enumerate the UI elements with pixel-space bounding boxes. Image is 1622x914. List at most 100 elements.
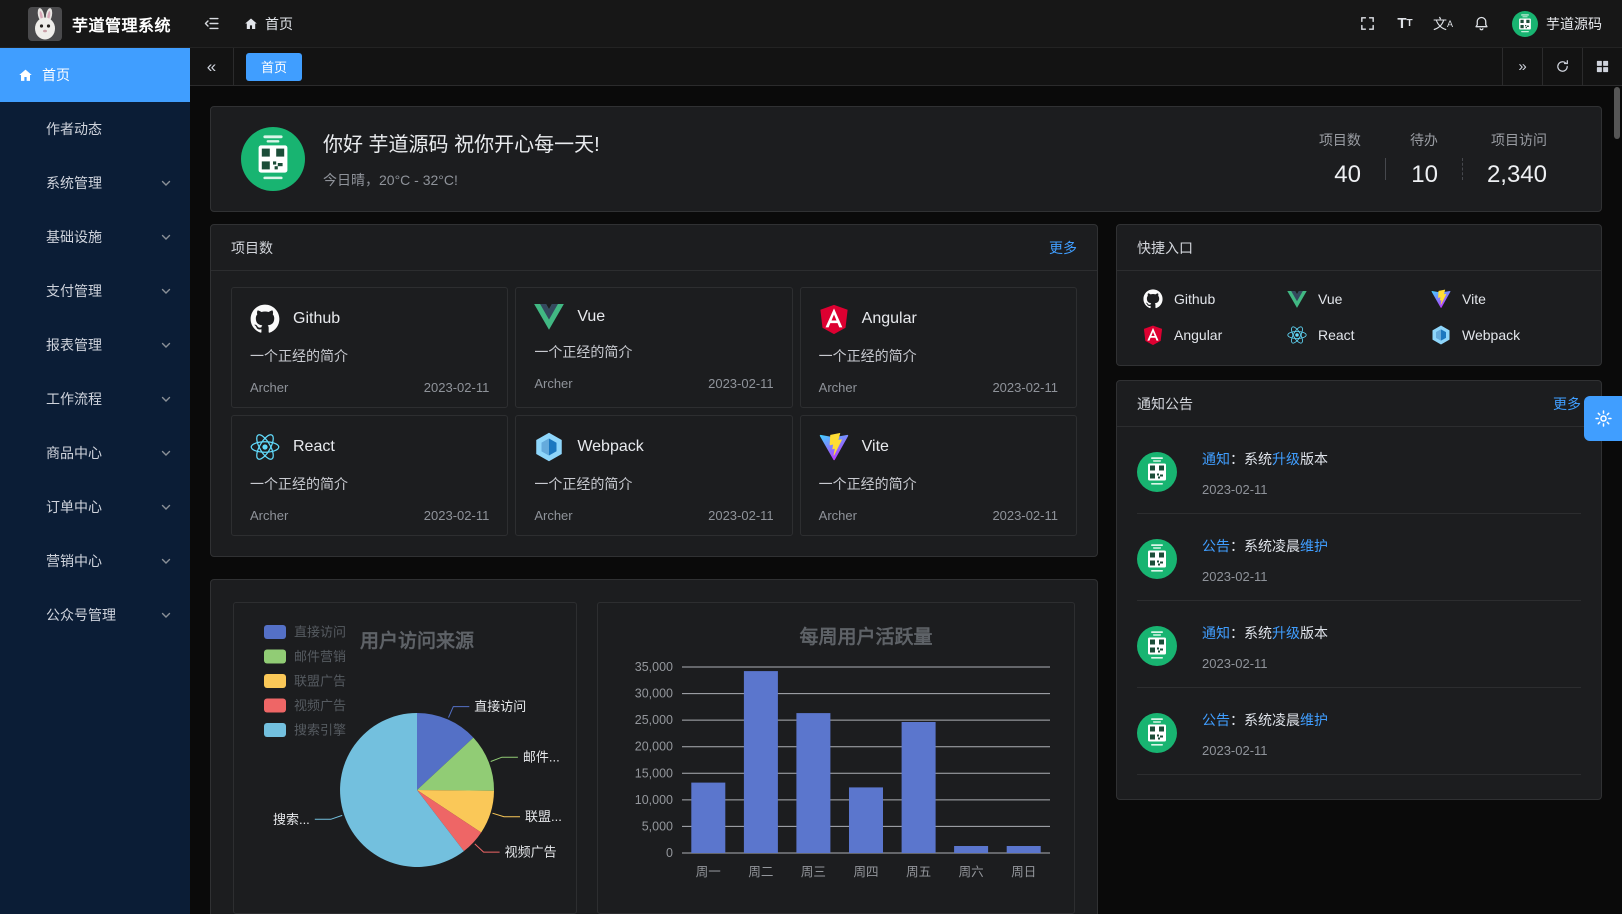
projects-more-link[interactable]: 更多 [1049, 239, 1077, 256]
sidebar-item[interactable]: 报表管理 [0, 318, 190, 372]
sidebar-item[interactable]: 系统管理 [0, 156, 190, 210]
app-logo[interactable]: 芋道管理系统 [0, 6, 172, 41]
notice-date: 2023-02-11 [1202, 482, 1268, 497]
sidebar-item-label: 工作流程 [46, 391, 102, 407]
stat-label: 待办 [1409, 131, 1438, 148]
shortcuts-card-title: 快捷入口 [1137, 239, 1193, 256]
svg-text:搜索...: 搜索... [273, 812, 310, 827]
settings-button[interactable] [1584, 396, 1622, 441]
project-description: 一个正经的简介 [818, 348, 917, 364]
shortcuts-card: 快捷入口 Github Vue Vite Angular React Webpack [1116, 224, 1602, 366]
notice-item[interactable]: 通知：系统升级版本 2023-02-11 [1137, 601, 1581, 688]
notice-date: 2023-02-11 [1202, 569, 1268, 584]
sidebar-item-label: 作者动态 [46, 121, 102, 137]
projects-grid: Github 一个正经的简介 Archer 2023-02-11 Vue 一个正经的简介… [211, 271, 1097, 556]
svg-text:10,000: 10,000 [635, 793, 673, 807]
project-date: 2023-02-11 [992, 380, 1058, 395]
sidebar-item-label: 订单中心 [46, 499, 102, 515]
tab-home[interactable]: 首页 [246, 52, 303, 81]
refresh-button[interactable] [1542, 48, 1582, 85]
menu-fold-button[interactable] [203, 15, 220, 32]
shortcut-label: Webpack [1462, 327, 1521, 343]
sidebar-item[interactable]: 工作流程 [0, 372, 190, 426]
svg-text:35,000: 35,000 [635, 660, 673, 674]
sidebar-item-home[interactable]: 首页 [0, 48, 190, 102]
sidebar-item[interactable]: 公众号管理 [0, 588, 190, 642]
project-card-github[interactable]: Github 一个正经的简介 Archer 2023-02-11 [231, 287, 509, 408]
notice-item[interactable]: 公告：系统凌晨维护 2023-02-11 [1137, 514, 1581, 601]
sidebar-item[interactable]: 基础设施 [0, 210, 190, 264]
vue-icon [1287, 290, 1307, 308]
breadcrumb[interactable]: 首页 [244, 14, 293, 34]
notices-more-link[interactable]: 更多 [1553, 395, 1581, 412]
user-avatar-large [241, 127, 305, 191]
shortcut-item-angular[interactable]: Angular [1143, 325, 1287, 345]
notice-date: 2023-02-11 [1202, 656, 1268, 671]
shortcut-label: Angular [1174, 327, 1223, 343]
project-card-angular[interactable]: Angular 一个正经的简介 Archer 2023-02-11 [799, 287, 1077, 408]
svg-text:每周用户活跃量: 每周用户活跃量 [799, 625, 932, 648]
chevron-down-icon [160, 609, 172, 621]
tabs-scroll-right-button[interactable]: » [1502, 48, 1542, 85]
shortcut-item-vite[interactable]: Vite [1431, 289, 1575, 309]
github-icon [250, 304, 280, 334]
notice-list: 通知：系统升级版本 2023-02-11 公告：系统凌晨维护 2023-02-11 通知… [1117, 427, 1601, 775]
sidebar-item[interactable]: 商品中心 [0, 426, 190, 480]
fullscreen-button[interactable] [1348, 0, 1386, 48]
sidebar-item[interactable]: 作者动态 [0, 102, 190, 156]
project-card-webpack[interactable]: Webpack 一个正经的简介 Archer 2023-02-11 [515, 415, 793, 536]
chevron-down-icon [160, 501, 172, 513]
project-description: 一个正经的简介 [250, 476, 348, 492]
angular-icon [819, 304, 849, 334]
svg-text:周三: 周三 [801, 865, 826, 879]
shortcut-item-react[interactable]: React [1287, 325, 1431, 345]
project-name: Github [293, 310, 341, 327]
shortcut-item-vue[interactable]: Vue [1287, 289, 1431, 309]
user-avatar [1512, 10, 1538, 37]
sidebar-menu: 作者动态系统管理 基础设施 支付管理 报表管理工作流程商品中心订单中心营销中心公众号管… [0, 102, 190, 642]
sidebar-item-label: 公众号管理 [46, 607, 116, 623]
project-description: 一个正经的简介 [250, 348, 348, 364]
notification-bell-button[interactable] [1462, 0, 1500, 48]
project-date: 2023-02-11 [423, 380, 490, 395]
main-content: 你好 芋道源码 祝你开心每一天! 今日晴，20°C - 32°C! 项目数 40… [190, 86, 1622, 914]
project-name: Vue [577, 308, 606, 325]
svg-text:视频广告: 视频广告 [294, 698, 346, 713]
rabbit-logo-icon [28, 6, 62, 41]
chevron-down-icon [160, 555, 172, 567]
user-menu[interactable]: 芋道源码 [1512, 10, 1602, 37]
react-icon [250, 432, 280, 462]
qr-avatar-icon [1137, 534, 1177, 584]
qr-avatar-icon [1137, 447, 1177, 497]
sidebar-item[interactable]: 支付管理 [0, 264, 190, 318]
project-date: 2023-02-11 [992, 508, 1058, 523]
svg-text:联盟...: 联盟... [525, 809, 562, 824]
shortcut-item-github[interactable]: Github [1143, 289, 1287, 309]
tabs-scroll-left-button[interactable]: « [190, 48, 234, 85]
charts-card: 用户访问来源 直接访问 邮件营销 联盟广告 视频广告 搜索引擎 直接访问 邮件... 联盟...… [210, 579, 1098, 914]
project-date: 2023-02-11 [708, 376, 774, 391]
app-title: 芋道管理系统 [72, 17, 172, 35]
tab-layout-button[interactable] [1582, 48, 1622, 85]
project-author: Archer [818, 508, 857, 523]
notice-item[interactable]: 通知：系统升级版本 2023-02-11 [1137, 427, 1581, 514]
qr-avatar-icon [1137, 708, 1177, 758]
notice-item[interactable]: 公告：系统凌晨维护 2023-02-11 [1137, 688, 1581, 775]
vertical-scrollbar-thumb[interactable] [1614, 87, 1620, 139]
vue-icon [534, 304, 565, 330]
project-description: 一个正经的简介 [818, 476, 917, 492]
chevron-down-icon [160, 285, 172, 297]
project-card-react[interactable]: React 一个正经的简介 Archer 2023-02-11 [231, 415, 509, 536]
shortcut-label: Vite [1462, 291, 1486, 307]
sidebar: 首页 作者动态系统管理 基础设施 支付管理 报表管理工作流程商品中心订单中心营销中心公… [0, 48, 190, 914]
project-card-vue[interactable]: Vue 一个正经的简介 Archer 2023-02-11 [515, 287, 793, 408]
sidebar-item[interactable]: 订单中心 [0, 480, 190, 534]
svg-text:0: 0 [666, 846, 673, 860]
project-card-vite[interactable]: Vite 一个正经的简介 Archer 2023-02-11 [799, 415, 1077, 536]
chevron-down-icon [160, 447, 172, 459]
shortcut-item-webpack[interactable]: Webpack [1431, 325, 1575, 345]
sidebar-item[interactable]: 营销中心 [0, 534, 190, 588]
